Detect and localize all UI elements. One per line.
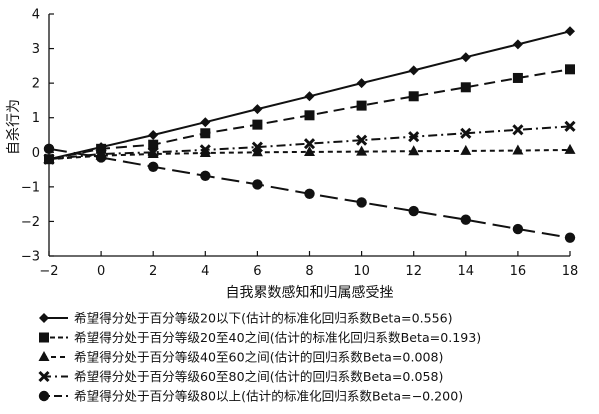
data-point (252, 179, 263, 190)
data-point (39, 313, 49, 323)
legend-label: 希望得分处于百分等级60至80之间(估计的回归系数Beta=0.058) (74, 369, 443, 384)
x-tick-label: 8 (305, 264, 313, 279)
x-tick-label: 14 (458, 264, 475, 279)
data-point (251, 146, 263, 157)
series-x (43, 120, 576, 165)
data-point (408, 145, 420, 156)
data-point (38, 390, 50, 402)
data-point (251, 141, 263, 153)
x-axis-title: 自我累数感知和归属感受挫 (226, 284, 394, 301)
data-point (148, 139, 159, 150)
x-tick-label: 16 (510, 264, 527, 279)
data-point (252, 119, 263, 130)
data-point (95, 152, 107, 163)
data-point (512, 124, 524, 136)
x-tick-label: −2 (39, 264, 58, 279)
legend-item: 希望得分处于百分等级40至60之间(估计的回归系数Beta=0.008) (38, 350, 443, 365)
y-tick-label: 1 (32, 111, 40, 126)
data-point (147, 146, 159, 158)
y-tick-label: −3 (21, 250, 40, 265)
x-tick-label: 12 (405, 264, 422, 279)
y-tick-label: 0 (32, 146, 40, 161)
x-tick-label: 4 (201, 264, 209, 279)
legend-label: 希望得分处于百分等级20以下(估计的标准化回归系数Beta=0.556) (74, 311, 453, 326)
data-point (356, 197, 367, 208)
x-tick-label: 6 (253, 264, 261, 279)
data-point (408, 131, 420, 143)
data-point (43, 153, 55, 165)
data-point (356, 78, 367, 89)
data-point (39, 332, 49, 343)
legend-item: 希望得分处于百分等级60至80之间(估计的回归系数Beta=0.058) (38, 369, 443, 384)
data-point (512, 144, 524, 155)
data-point (460, 214, 471, 225)
x-tick-label: 10 (353, 264, 370, 279)
data-point (512, 39, 523, 50)
data-point (43, 143, 55, 155)
series-circle (43, 143, 576, 243)
y-tick-label: −1 (21, 180, 40, 195)
data-point (565, 64, 575, 75)
x-tick-label: 18 (562, 264, 579, 279)
legend-item: 希望得分处于百分等级20至40之间(估计的标准化回归系数Beta=0.193) (39, 330, 481, 345)
data-point (252, 104, 263, 115)
data-point (200, 170, 211, 181)
data-point (148, 161, 159, 173)
data-point (304, 91, 315, 102)
data-point (356, 134, 368, 146)
series-group (43, 26, 576, 243)
data-point (304, 145, 315, 156)
series-line (48, 148, 571, 161)
legend-label: 希望得分处于百分等级80以上(估计的标准化回归系数Beta=−0.200) (74, 389, 463, 404)
data-point (304, 110, 315, 121)
x-tick-label: 0 (97, 264, 105, 279)
data-point (564, 232, 576, 243)
y-tick-label: 4 (32, 8, 40, 23)
legend: 希望得分处于百分等级20以下(估计的标准化回归系数Beta=0.556) 希望得分… (38, 311, 481, 404)
legend-item: 希望得分处于百分等级80以上(估计的标准化回归系数Beta=−0.200) (38, 389, 463, 404)
data-point (564, 120, 576, 132)
data-point (512, 223, 524, 235)
data-point (303, 138, 316, 150)
data-point (200, 117, 211, 128)
data-point (460, 52, 471, 63)
data-point (356, 100, 367, 111)
legend-item: 希望得分处于百分等级20以下(估计的标准化回归系数Beta=0.556) (39, 311, 453, 326)
data-point (460, 82, 471, 93)
data-point (96, 143, 107, 154)
data-point (304, 188, 315, 199)
data-point (408, 205, 419, 217)
data-point (356, 145, 368, 156)
data-point (565, 26, 575, 37)
data-point (512, 72, 523, 83)
y-axis-title: 自杀行为 (6, 99, 22, 155)
y-tick-label: 3 (32, 42, 40, 57)
data-point (408, 91, 419, 102)
data-point (564, 143, 576, 154)
data-point (200, 128, 211, 139)
data-point (460, 127, 472, 139)
data-point (38, 351, 50, 361)
data-point (38, 370, 50, 383)
x-tick-label: 2 (149, 264, 157, 279)
data-point (408, 65, 419, 76)
y-tick-label: −2 (21, 215, 40, 230)
data-point (460, 144, 472, 155)
data-point (199, 144, 211, 156)
y-tick-label: 2 (32, 77, 40, 92)
data-point (148, 130, 159, 140)
legend-label: 希望得分处于百分等级20至40之间(估计的标准化回归系数Beta=0.193) (74, 330, 481, 345)
legend-label: 希望得分处于百分等级40至60之间(估计的回归系数Beta=0.008) (74, 350, 443, 365)
